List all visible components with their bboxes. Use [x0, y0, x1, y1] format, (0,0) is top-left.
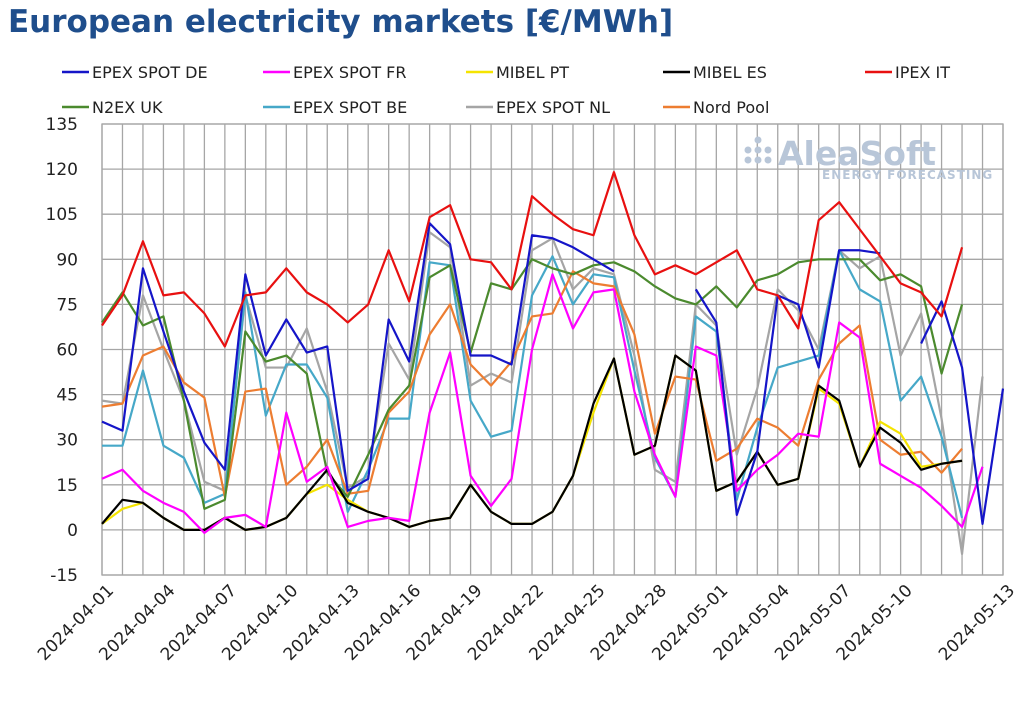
series-line-mibel-es: [101, 354, 963, 531]
legend: EPEX SPOT DE EPEX SPOT FR MIBEL PT MIBEL ES…: [62, 63, 950, 117]
y-tick-label: 60: [56, 341, 78, 361]
chart-grid: [101, 123, 1004, 576]
plot-border: [101, 123, 1004, 576]
series-line-nord-pool: [101, 270, 963, 498]
x-axis-ticks: 2024-04-012024-04-042024-04-072024-04-10…: [34, 581, 1019, 665]
series-line-epex-spot-fr: [101, 273, 984, 535]
legend-label: IPEX IT: [895, 63, 950, 82]
y-tick-label: 135: [46, 115, 78, 135]
legend-label: EPEX SPOT BE: [293, 98, 407, 117]
legend-label: N2EX UK: [92, 98, 163, 117]
y-tick-label: 45: [56, 386, 78, 406]
y-tick-label: 90: [56, 250, 78, 270]
chart-title: European electricity markets [€/MWh]: [8, 4, 674, 40]
logo-tagline: ENERGY FORECASTING: [822, 168, 993, 182]
legend-label: MIBEL ES: [693, 63, 767, 82]
chart-series: [101, 171, 1005, 556]
series-line-ipex-it: [101, 171, 964, 348]
y-axis-ticks: -15 0 15 30 45 60 75 90 105 120 135: [46, 115, 78, 586]
aleasoft-logo: AleaSoft ENERGY FORECASTING: [744, 134, 993, 182]
series-line-epex-spot-de: [101, 222, 1005, 525]
legend-label: EPEX SPOT NL: [496, 98, 610, 117]
x-tick-label: 2024-05-13: [935, 581, 1019, 665]
legend-label: MIBEL PT: [496, 63, 569, 82]
logo-name: AleaSoft: [778, 134, 936, 173]
y-tick-label: 120: [46, 160, 78, 180]
y-tick-label: 30: [56, 431, 78, 451]
y-tick-label: 15: [56, 476, 78, 496]
series-line-n2ex-uk: [101, 258, 964, 510]
y-tick-label: -15: [50, 566, 78, 586]
y-tick-label: 75: [56, 295, 78, 315]
y-tick-label: 0: [67, 521, 78, 541]
legend-label: EPEX SPOT DE: [92, 63, 208, 82]
series-line-epex-spot-be: [102, 249, 964, 519]
legend-label: Nord Pool: [693, 98, 769, 117]
y-tick-label: 105: [46, 205, 78, 225]
legend-label: EPEX SPOT FR: [293, 63, 407, 82]
